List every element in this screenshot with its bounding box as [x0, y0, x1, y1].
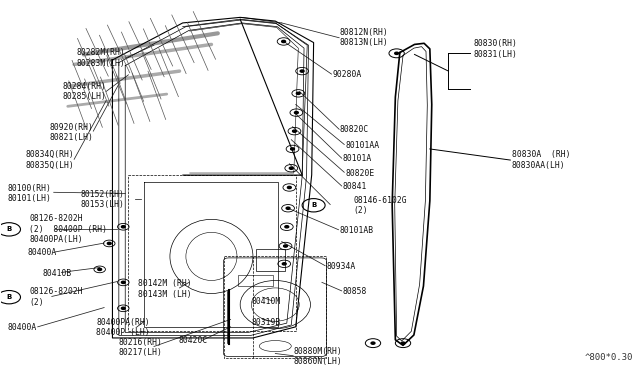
- Text: 80410M: 80410M: [252, 297, 281, 306]
- Text: 80812N(RH)
80813N(LH): 80812N(RH) 80813N(LH): [339, 28, 388, 48]
- Circle shape: [292, 130, 296, 132]
- Text: 08126-8202H
(2)  80400P (RH)
80400PA(LH): 08126-8202H (2) 80400P (RH) 80400PA(LH): [29, 215, 108, 244]
- Text: 80920(RH)
80821(LH): 80920(RH) 80821(LH): [49, 122, 93, 142]
- Circle shape: [122, 226, 125, 228]
- Text: 80101AB: 80101AB: [339, 226, 373, 235]
- Text: 08146-6102G
(2): 08146-6102G (2): [353, 196, 407, 215]
- Text: 80142M (RH)
80143M (LH): 80142M (RH) 80143M (LH): [138, 279, 191, 299]
- Text: 80410B: 80410B: [42, 269, 72, 278]
- Circle shape: [395, 52, 399, 54]
- Text: B: B: [6, 226, 12, 232]
- Text: 80400PA(RH)
80400P (LH): 80400PA(RH) 80400P (LH): [97, 318, 150, 337]
- Circle shape: [289, 167, 293, 169]
- Text: 80880M(RH)
80860N(LH): 80880M(RH) 80860N(LH): [293, 347, 342, 366]
- Text: 80216(RH)
80217(LH): 80216(RH) 80217(LH): [119, 337, 163, 357]
- Text: 80420C: 80420C: [178, 336, 207, 346]
- Circle shape: [98, 268, 102, 270]
- Circle shape: [108, 242, 111, 244]
- Text: 80282M(RH)
80283M(LH): 80282M(RH) 80283M(LH): [76, 48, 125, 68]
- Text: 80101A: 80101A: [342, 154, 372, 163]
- Text: 80319B: 80319B: [252, 318, 281, 327]
- Text: 80152(RH)
80153(LH): 80152(RH) 80153(LH): [81, 190, 124, 209]
- Text: 80830A  (RH)
80830AA(LH): 80830A (RH) 80830AA(LH): [511, 150, 570, 170]
- Circle shape: [294, 112, 298, 114]
- Circle shape: [282, 40, 285, 42]
- Circle shape: [122, 307, 125, 310]
- Circle shape: [300, 70, 304, 72]
- Text: B: B: [311, 202, 316, 208]
- Text: B: B: [6, 294, 12, 300]
- Text: 80834Q(RH)
80835Q(LH): 80834Q(RH) 80835Q(LH): [26, 150, 74, 170]
- Text: 80100(RH)
80101(LH): 80100(RH) 80101(LH): [7, 184, 51, 203]
- Text: 80400A: 80400A: [28, 248, 57, 257]
- Text: 08126-8202H
(2): 08126-8202H (2): [29, 288, 83, 307]
- Text: 80400A: 80400A: [7, 323, 36, 332]
- Text: 80820E: 80820E: [346, 169, 375, 177]
- Text: 80820C: 80820C: [339, 125, 369, 134]
- Text: 80284(RH)
80285(LH): 80284(RH) 80285(LH): [62, 82, 106, 101]
- Circle shape: [401, 342, 405, 344]
- Text: 80830(RH)
80831(LH): 80830(RH) 80831(LH): [473, 39, 517, 58]
- Circle shape: [286, 207, 290, 209]
- Text: 80841: 80841: [342, 182, 367, 191]
- Text: 90280A: 90280A: [333, 70, 362, 79]
- Circle shape: [287, 186, 291, 189]
- Text: 80934A: 80934A: [326, 262, 356, 271]
- Text: 80101AA: 80101AA: [346, 141, 380, 150]
- Circle shape: [284, 245, 287, 247]
- Circle shape: [122, 281, 125, 283]
- Text: ^800*0.30: ^800*0.30: [584, 353, 633, 362]
- Circle shape: [282, 263, 286, 265]
- Circle shape: [296, 92, 300, 94]
- Circle shape: [291, 148, 294, 150]
- Circle shape: [371, 342, 375, 344]
- Circle shape: [285, 226, 289, 228]
- Text: 80858: 80858: [342, 287, 367, 296]
